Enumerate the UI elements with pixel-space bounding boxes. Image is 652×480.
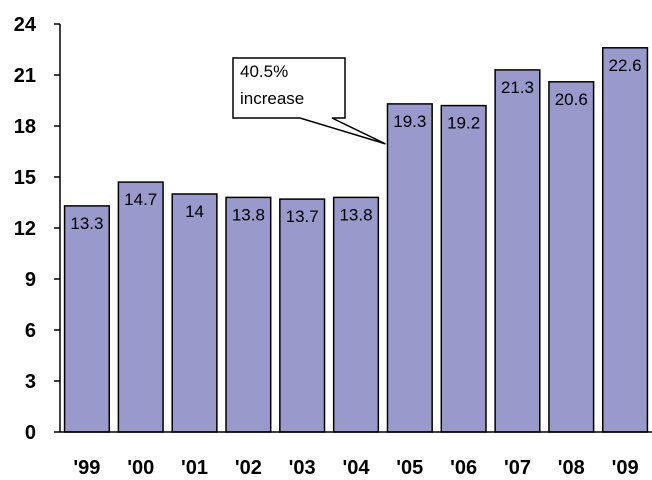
bar-01 — [171, 193, 218, 433]
callout-text-line-2: increase — [240, 89, 304, 108]
bar-03 — [279, 198, 326, 433]
x-tick-label: '03 — [289, 457, 316, 479]
bar-06 — [440, 104, 487, 433]
x-axis: '99 '00 '01 '02 '03 '04 '05 '06 '07 '08 '09 — [60, 431, 652, 479]
y-tick-label: 24 — [14, 14, 37, 36]
y-tick-label: 6 — [25, 320, 36, 342]
x-tick-label: '04 — [342, 457, 370, 479]
y-tick-label: 12 — [14, 218, 36, 240]
bar-08 — [548, 81, 595, 433]
x-tick-label: '09 — [612, 457, 639, 479]
bar-04 — [332, 196, 380, 433]
data-label: 13.8 — [339, 205, 372, 224]
data-label: 21.3 — [501, 78, 534, 97]
bar-02 — [225, 196, 272, 433]
bar-00 — [117, 181, 164, 433]
callout-text-line-1: 40.5% — [240, 62, 288, 81]
x-tick-label: '05 — [396, 457, 423, 479]
data-label: 14.7 — [124, 190, 157, 209]
x-tick-label: '00 — [127, 457, 154, 479]
y-tick-label: 9 — [25, 269, 36, 291]
data-labels: 13.3 14.7 14 13.8 13.7 13.8 19.3 19.2 21.3 20.6 22… — [70, 56, 641, 233]
x-tick-label: '08 — [558, 457, 585, 479]
bar-05 — [386, 103, 433, 433]
x-tick-label: '07 — [504, 457, 531, 479]
y-tick-label: 15 — [14, 167, 36, 189]
y-tick-label: 21 — [14, 65, 36, 87]
bar-07 — [494, 69, 541, 433]
data-label: 14 — [185, 202, 204, 221]
data-label: 13.3 — [70, 214, 103, 233]
annotation-callout: 40.5% increase — [232, 57, 386, 145]
y-tick-label: 3 — [25, 371, 36, 393]
x-tick-label: '02 — [235, 457, 262, 479]
x-tick-label: '06 — [450, 457, 477, 479]
data-label: 13.8 — [232, 205, 265, 224]
data-label: 22.6 — [609, 56, 642, 75]
x-tick-label: '99 — [73, 457, 100, 479]
y-axis: 0 3 6 9 12 15 18 21 24 — [14, 14, 61, 444]
y-tick-label: 0 — [25, 422, 36, 444]
data-label: 19.3 — [393, 112, 426, 131]
bar-99 — [63, 205, 110, 433]
y-tick-label: 18 — [14, 116, 36, 138]
data-label: 19.2 — [447, 114, 480, 133]
callout-box — [232, 57, 386, 145]
data-label: 20.6 — [555, 90, 588, 109]
data-label: 13.7 — [286, 207, 319, 226]
bar-09 — [602, 47, 649, 433]
x-tick-label: '01 — [181, 457, 208, 479]
